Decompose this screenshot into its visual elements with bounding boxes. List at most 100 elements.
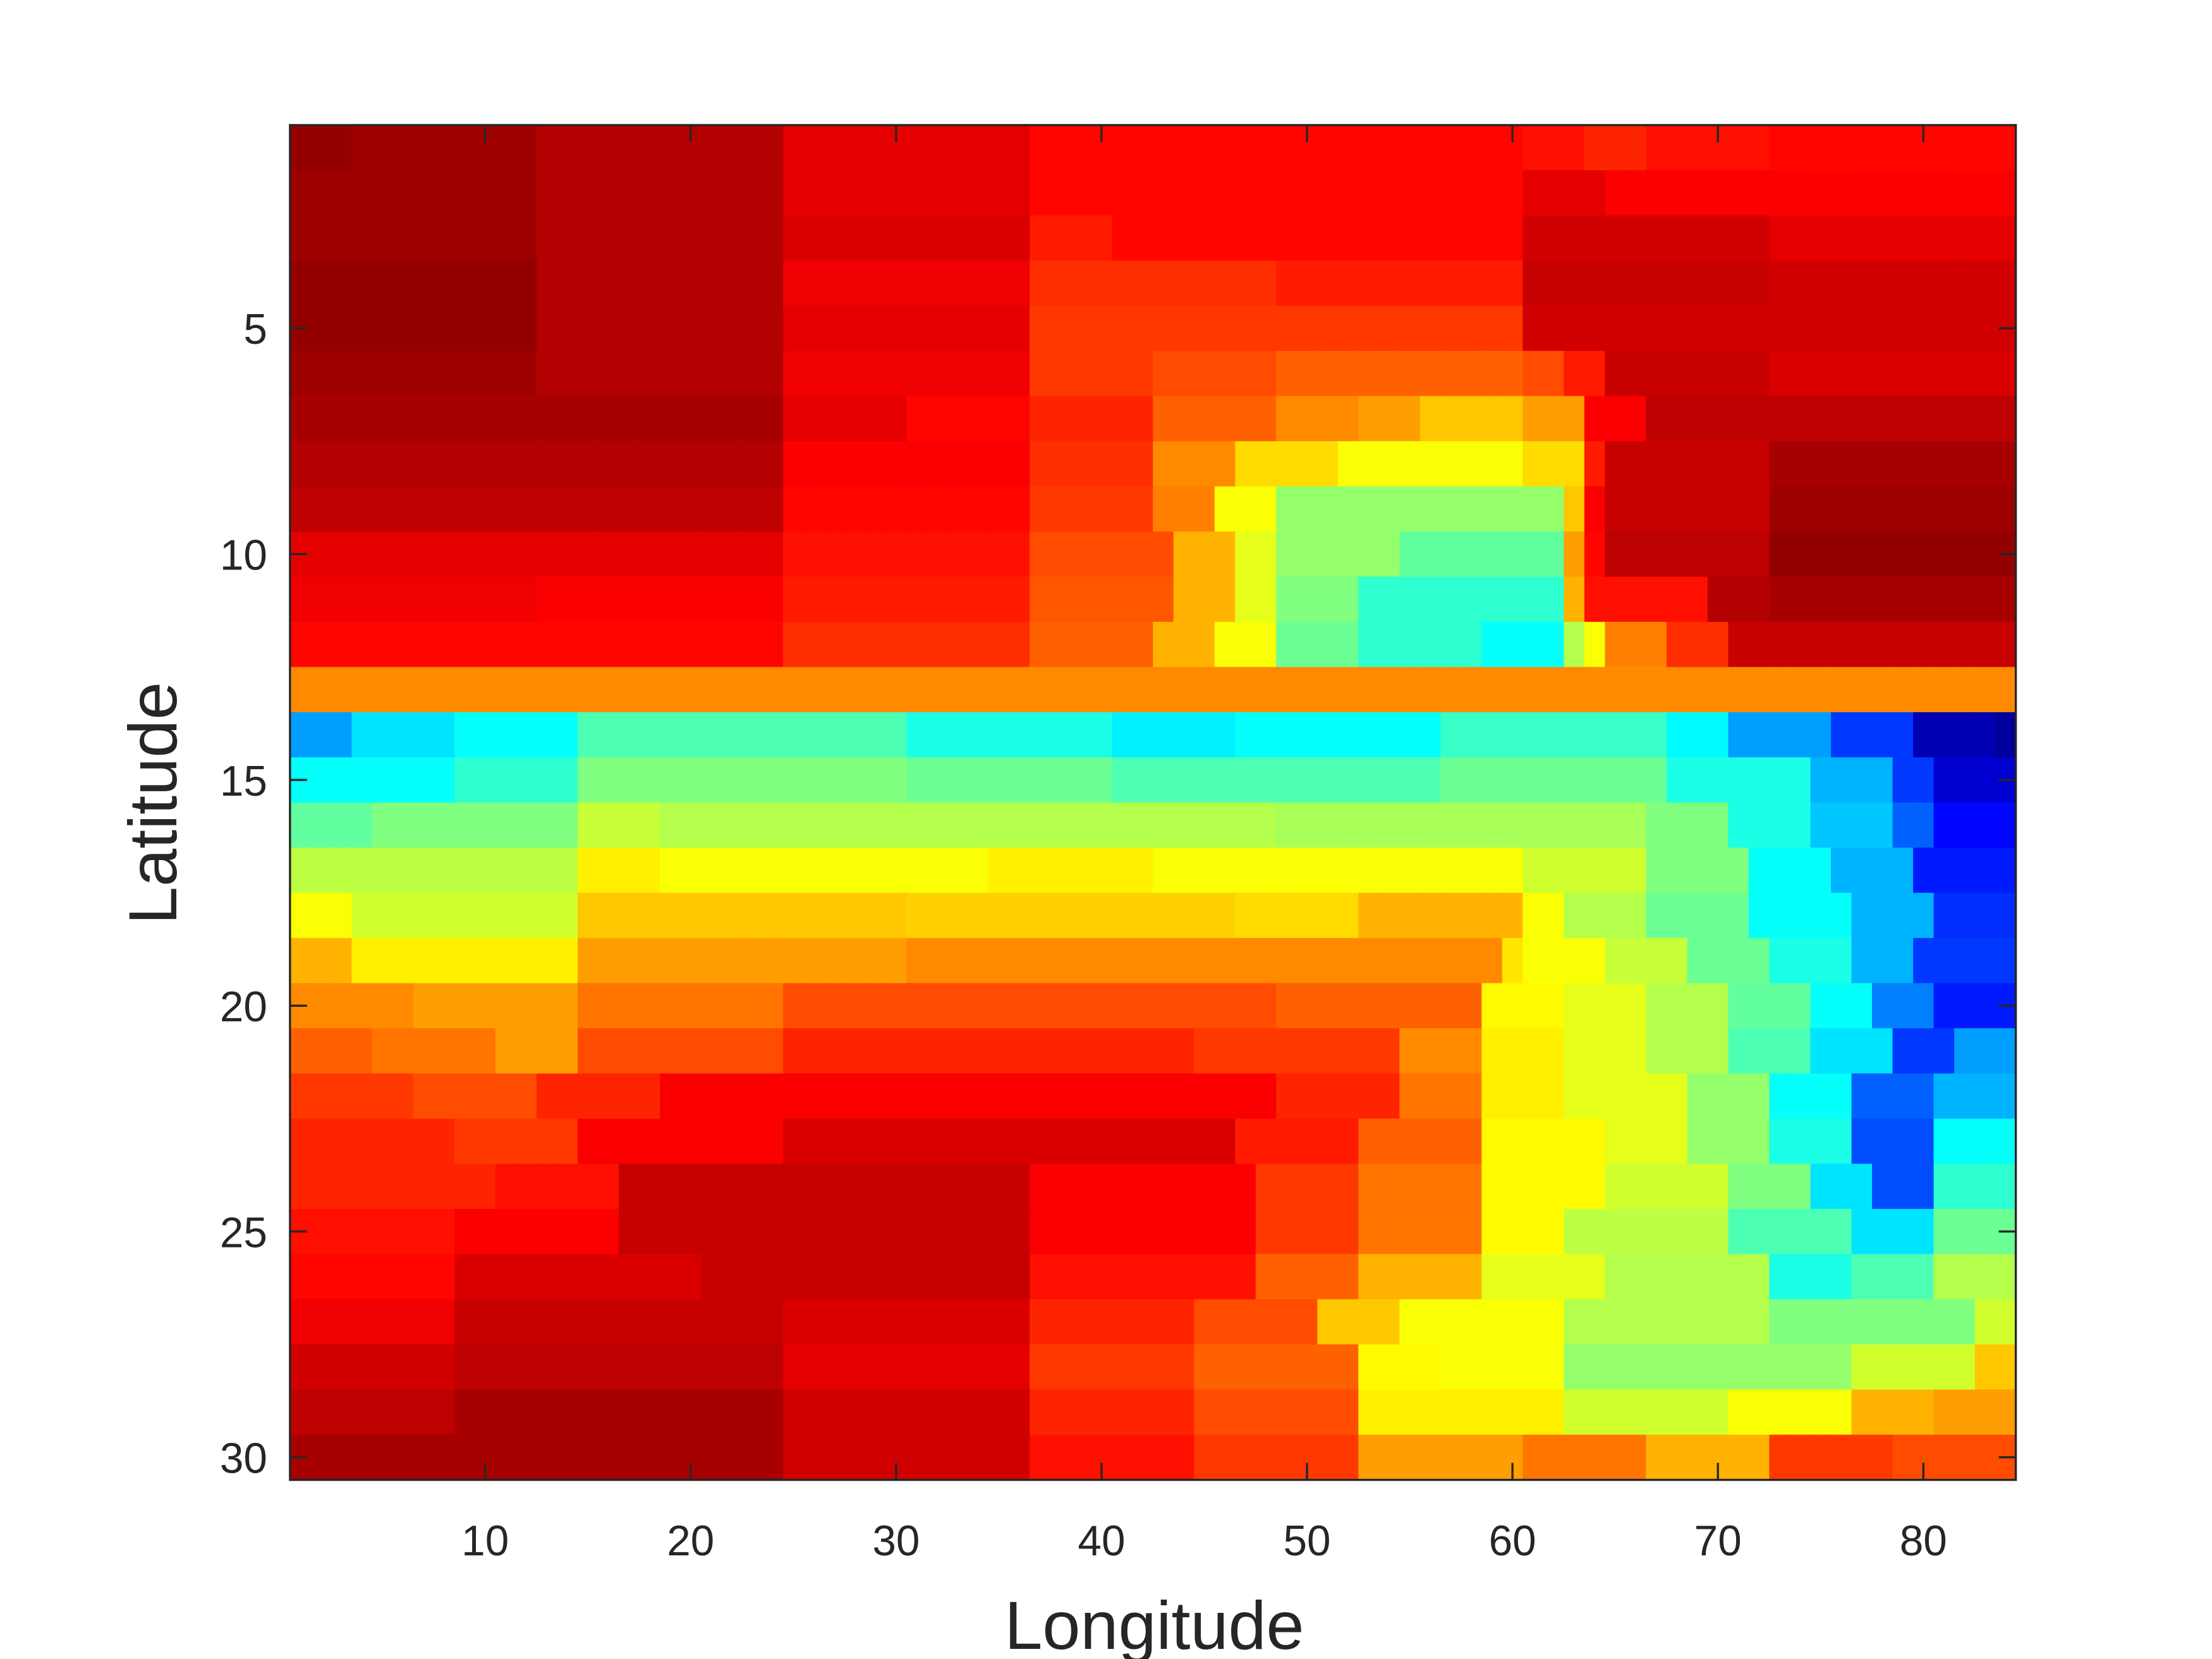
- cell: [762, 848, 784, 894]
- cell: [1789, 1435, 1811, 1481]
- cell: [988, 802, 1011, 849]
- cell: [577, 712, 599, 758]
- cell: [865, 712, 887, 758]
- cell: [372, 441, 394, 487]
- cell: [1071, 1389, 1093, 1436]
- cell: [783, 848, 805, 894]
- cell: [1399, 532, 1421, 578]
- cell: [351, 892, 374, 939]
- cell: [372, 486, 394, 533]
- cell: [1872, 260, 1893, 307]
- cell: [1009, 1254, 1031, 1301]
- cell: [577, 1254, 599, 1301]
- cell: [1173, 712, 1195, 758]
- cell: [536, 848, 558, 894]
- cell: [1522, 712, 1545, 758]
- cell: [1009, 667, 1031, 714]
- cell: [557, 441, 579, 487]
- cell: [1050, 305, 1072, 352]
- cell: [1440, 170, 1462, 217]
- cell: [865, 938, 887, 984]
- cell: [762, 576, 784, 623]
- cell: [988, 1344, 1011, 1391]
- cell: [1030, 125, 1052, 171]
- cell: [824, 532, 846, 578]
- cell: [331, 305, 353, 352]
- x-tick-label: 60: [1489, 1517, 1536, 1565]
- cell: [1378, 802, 1401, 849]
- cell: [1153, 938, 1175, 984]
- cell: [742, 125, 763, 171]
- cell: [1481, 1164, 1504, 1210]
- cell: [1522, 1028, 1545, 1074]
- cell: [392, 621, 415, 668]
- cell: [1625, 802, 1647, 849]
- cell: [1851, 260, 1873, 307]
- cell: [1748, 1118, 1770, 1165]
- cell: [392, 441, 415, 487]
- cell: [495, 1073, 517, 1120]
- cell: [927, 938, 949, 984]
- cell: [639, 1254, 661, 1301]
- cell: [639, 667, 661, 714]
- cell: [824, 1164, 846, 1210]
- cell: [557, 892, 579, 939]
- x-tick-label: 80: [1900, 1517, 1947, 1565]
- cell: [392, 1299, 415, 1346]
- cell: [1543, 576, 1565, 623]
- cell: [803, 532, 825, 578]
- cell: [885, 1254, 908, 1301]
- cell: [1872, 712, 1893, 758]
- cell: [1358, 667, 1380, 714]
- cell: [1625, 1164, 1647, 1210]
- cell: [392, 305, 415, 352]
- cell: [927, 892, 949, 939]
- cell: [1030, 351, 1052, 398]
- cell: [947, 486, 969, 533]
- cell: [742, 983, 763, 1030]
- cell: [1769, 215, 1791, 262]
- cell: [1317, 621, 1339, 668]
- cell: [1296, 1208, 1318, 1255]
- cell: [824, 125, 846, 171]
- cell: [1892, 1435, 1914, 1481]
- cell: [1522, 1389, 1545, 1436]
- cell: [331, 848, 353, 894]
- cell: [988, 757, 1011, 804]
- cell: [1481, 486, 1504, 533]
- cell: [1522, 1299, 1545, 1346]
- cell: [1974, 532, 1996, 578]
- cell: [824, 396, 846, 442]
- cell: [1831, 441, 1852, 487]
- cell: [701, 1073, 722, 1120]
- cell: [1255, 1073, 1277, 1120]
- cell: [1173, 1389, 1195, 1436]
- cell: [1276, 532, 1298, 578]
- cell: [927, 486, 949, 533]
- cell: [351, 1299, 374, 1346]
- cell: [1071, 621, 1093, 668]
- cell: [475, 712, 497, 758]
- cell: [1481, 983, 1504, 1030]
- cell: [1872, 667, 1893, 714]
- cell: [1974, 667, 1996, 714]
- cell: [1769, 170, 1791, 217]
- cell: [988, 621, 1011, 668]
- cell: [1378, 1435, 1401, 1481]
- cell: [1789, 892, 1811, 939]
- cell: [783, 396, 805, 442]
- cell: [783, 170, 805, 217]
- cell: [1337, 802, 1359, 849]
- cell: [351, 1254, 374, 1301]
- cell: [495, 1208, 517, 1255]
- cell: [1276, 938, 1298, 984]
- cell: [1317, 305, 1339, 352]
- cell: [1419, 351, 1442, 398]
- cell: [1584, 170, 1606, 217]
- cell: [536, 802, 558, 849]
- cell: [1378, 712, 1401, 758]
- cell: [1872, 486, 1893, 533]
- cell: [1584, 532, 1606, 578]
- cell: [1646, 1254, 1668, 1301]
- cell: [1050, 1073, 1072, 1120]
